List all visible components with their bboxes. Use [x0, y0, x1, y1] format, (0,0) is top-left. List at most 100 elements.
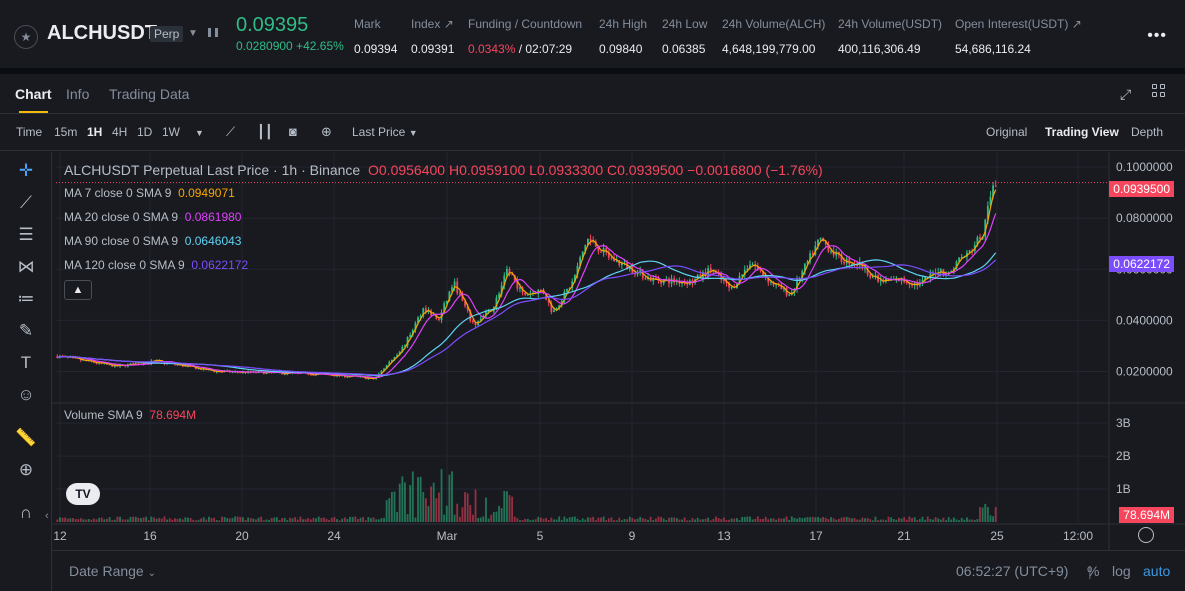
- tradingview-logo[interactable]: TV: [66, 483, 100, 505]
- candle-body: [56, 356, 59, 358]
- candle-body: [824, 241, 827, 245]
- volume-bar: [602, 516, 605, 522]
- fib-retracement-icon[interactable]: ≔: [17, 289, 35, 308]
- horizontal-lines-icon[interactable]: ☰: [18, 225, 34, 244]
- emoji-icon[interactable]: ☺: [17, 385, 35, 404]
- stat-label: Mark: [354, 17, 381, 31]
- candle-body: [675, 281, 678, 283]
- volume-bar: [654, 518, 657, 522]
- legend-ma-row[interactable]: MA 7 close 0 SMA 9 0.0949071: [64, 186, 235, 200]
- log-toggle[interactable]: log: [1112, 563, 1131, 579]
- layout-grid-icon[interactable]: [1152, 84, 1166, 98]
- volume-bar: [814, 517, 817, 522]
- percent-toggle[interactable]: %: [1087, 563, 1100, 579]
- price-type-select[interactable]: Last Price ▼: [352, 125, 418, 139]
- zoom-in-icon[interactable]: ⊕: [18, 460, 34, 479]
- indicators-icon[interactable]: ⟋: [226, 124, 236, 139]
- volume-bar: [717, 518, 720, 522]
- volume-bar: [780, 518, 783, 522]
- volume-bar: [328, 520, 331, 522]
- fullscreen-icon[interactable]: ⤢: [1120, 86, 1132, 102]
- volume-bar: [788, 519, 791, 522]
- candle-body: [835, 251, 838, 256]
- add-indicator-icon[interactable]: ⊕: [321, 124, 332, 139]
- stat-24h-volume-usdt: 24h Volume(USDT) 400,116,306.49: [838, 17, 942, 56]
- candle-body: [722, 279, 725, 282]
- volume-bar: [903, 517, 906, 522]
- volume-bar: [981, 507, 984, 522]
- volume-bar: [82, 519, 85, 522]
- volume-bar: [461, 507, 464, 522]
- pin-icon[interactable]: [208, 28, 218, 37]
- interval-1d[interactable]: 1D: [137, 125, 153, 139]
- chart-clock[interactable]: 06:52:27 (UTC+9): [956, 563, 1069, 579]
- volume-bar: [869, 519, 872, 522]
- ruler-icon[interactable]: 📏: [15, 428, 37, 447]
- interval-4h[interactable]: 4H: [112, 125, 128, 139]
- volume-bar: [837, 518, 840, 522]
- volume-bar: [171, 519, 174, 522]
- volume-bar: [545, 517, 548, 522]
- volume-bar: [132, 516, 135, 522]
- volume-bar: [223, 516, 226, 522]
- view-original[interactable]: Original: [986, 125, 1028, 139]
- screenshot-icon[interactable]: ◙: [289, 124, 297, 139]
- legend-ma-row[interactable]: MA 120 close 0 SMA 9 0.0622172: [64, 258, 248, 272]
- candle-body: [385, 365, 388, 369]
- interval-1w[interactable]: 1W: [162, 125, 180, 139]
- candle-body: [495, 297, 498, 308]
- chart-canvas[interactable]: 0.10000000.08000000.06000000.04000000.02…: [52, 152, 1185, 591]
- volume-bar: [845, 516, 848, 522]
- auto-toggle[interactable]: auto: [1143, 563, 1171, 579]
- legend-ma-row[interactable]: MA 90 close 0 SMA 9 0.0646043: [64, 234, 241, 248]
- chart-settings-icon[interactable]: [1138, 527, 1154, 543]
- crosshair-icon[interactable]: ✛: [18, 161, 34, 180]
- more-options-icon[interactable]: •••: [1147, 27, 1167, 44]
- collapse-legend-button[interactable]: ▲: [64, 280, 92, 300]
- stat-index[interactable]: Index ↗ 0.09391: [411, 17, 454, 56]
- view-trading-view[interactable]: Trading View: [1045, 125, 1119, 139]
- panel-tabs: Chart Info Trading Data ⤢: [0, 74, 1185, 114]
- candle-body: [505, 268, 508, 276]
- candle-body: [573, 274, 576, 282]
- tab-trading-data[interactable]: Trading Data: [109, 86, 190, 102]
- volume-bar: [174, 518, 176, 522]
- candle-body: [404, 345, 406, 347]
- candle-body: [129, 363, 132, 365]
- more-intervals-dropdown-icon[interactable]: ▼: [195, 128, 204, 138]
- legend-ma-row[interactable]: MA 20 close 0 SMA 9 0.0861980: [64, 210, 241, 224]
- magnet-icon[interactable]: ∩: [19, 503, 33, 522]
- volume-bar: [451, 471, 453, 522]
- candle-body: [681, 282, 683, 284]
- candle-body: [103, 362, 106, 364]
- volume-bar: [566, 518, 568, 522]
- pitchfork-icon[interactable]: ⋈: [17, 257, 35, 276]
- volume-legend[interactable]: Volume SMA 9 78.694M: [64, 408, 196, 422]
- interval-1h[interactable]: 1H: [87, 125, 103, 139]
- interval-15m[interactable]: 15m: [54, 125, 78, 139]
- chart-toolbar: Time 15m 1H 4H 1D 1W ▼ ⟋ ┃┃ ◙ ⊕ Last Pri…: [0, 114, 1185, 151]
- tab-chart[interactable]: Chart: [15, 86, 52, 113]
- volume-bar: [236, 516, 239, 522]
- price-tick-label: 0.0800000: [1116, 211, 1173, 225]
- volume-bar: [119, 516, 121, 522]
- scroll-left-icon[interactable]: ‹: [45, 510, 49, 522]
- symbol-name[interactable]: ALCHUSDT: [47, 22, 157, 44]
- volume-bar: [756, 516, 759, 522]
- volume-bar: [409, 485, 412, 522]
- symbol-dropdown-icon[interactable]: ▼: [188, 28, 198, 39]
- volume-bar: [260, 516, 263, 522]
- text-tool-icon[interactable]: T: [20, 353, 32, 372]
- candle-type-icon[interactable]: ┃┃: [257, 124, 273, 139]
- date-range-select[interactable]: Date Range ⌄: [69, 563, 156, 579]
- trend-line-icon[interactable]: ⟋: [20, 193, 32, 212]
- view-depth[interactable]: Depth: [1131, 125, 1164, 139]
- brush-icon[interactable]: ✎: [18, 321, 34, 340]
- stat-open-interest[interactable]: Open Interest(USDT) ↗ 54,686,116.24: [955, 17, 1082, 56]
- tab-info[interactable]: Info: [66, 86, 90, 102]
- favorite-star-icon[interactable]: ★: [14, 25, 38, 49]
- candle-body: [806, 261, 809, 264]
- volume-bar: [905, 519, 908, 522]
- volume-bar: [419, 476, 422, 522]
- candle-body: [417, 317, 419, 323]
